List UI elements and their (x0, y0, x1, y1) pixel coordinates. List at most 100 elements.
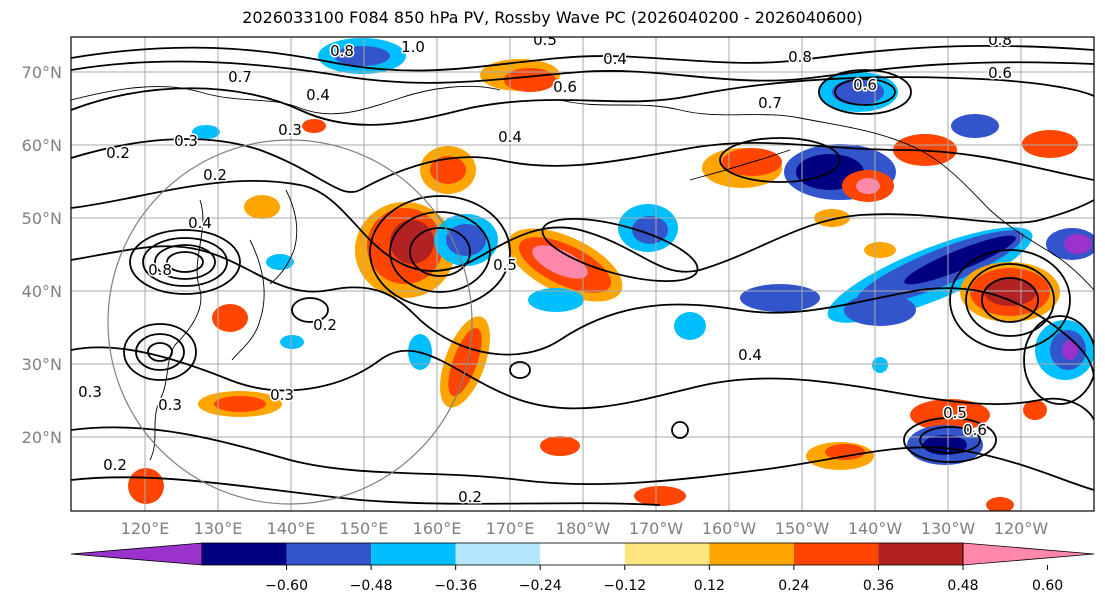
pv-contours (71, 44, 1094, 506)
colorbar-segment (286, 543, 372, 565)
contour-label: 0.3 (78, 383, 102, 401)
colorbar-tick-label: 0.24 (778, 578, 809, 594)
lat-label: 60°N (22, 136, 62, 155)
colorbar-tick-label: 0.36 (863, 578, 894, 594)
shade-blob (904, 235, 1016, 285)
contour-line (291, 297, 329, 323)
contour-label: 0.8 (148, 261, 172, 279)
latitude-labels: 70°N 60°N 50°N 40°N 30°N 20°N (22, 63, 62, 447)
colorbar-tick-label: −0.24 (519, 578, 562, 594)
contour-line (71, 60, 1094, 84)
shade-blob (244, 195, 280, 219)
shade-blob (984, 278, 1036, 306)
shade-blob (864, 242, 896, 258)
shade-blob (532, 245, 588, 279)
coastline (231, 239, 265, 361)
colorbar-segment (709, 543, 794, 565)
shade-blob (910, 399, 990, 431)
shade-blob (856, 178, 880, 194)
contour-label: 0.4 (603, 50, 627, 68)
shade-blob (128, 468, 164, 504)
shade-blob (844, 294, 916, 326)
colorbar-segment (878, 543, 963, 565)
shade-blob (1023, 400, 1047, 420)
colorbar-extend-low (70, 542, 203, 566)
contour-label: 0.2 (313, 316, 337, 334)
colorbar-tick-label: 0.48 (947, 578, 978, 594)
contour-label: 0.8 (788, 48, 812, 66)
coastlines (71, 85, 1094, 461)
shade-blob (1064, 234, 1092, 254)
colorbar-segment (624, 543, 710, 565)
contour-line (369, 195, 511, 309)
contour-line (965, 263, 1055, 337)
contour-label: 0.5 (533, 31, 557, 49)
lon-label: 120°E (121, 519, 170, 538)
lon-label: 170°E (486, 519, 535, 538)
contour-line (123, 323, 197, 381)
colorbar-tick-label: −0.48 (350, 578, 393, 594)
contour-label: 0.3 (158, 396, 182, 414)
contour-label: 0.2 (106, 144, 130, 162)
contour-label: 0.3 (278, 121, 302, 139)
figure-title: 2026033100 F084 850 hPa PV, Rossby Wave … (242, 8, 863, 27)
lat-label: 20°N (22, 428, 62, 447)
contour-label: 0.4 (188, 214, 212, 232)
contour-label: 0.8 (988, 31, 1012, 49)
contour-line (671, 421, 689, 439)
contour-line (71, 44, 1094, 72)
colorbar-segment (455, 543, 541, 565)
contour-label: 0.2 (458, 488, 482, 506)
contour-label: 0.8 (330, 42, 354, 60)
contour-label: 0.3 (270, 386, 294, 404)
shade-blob (986, 497, 1014, 511)
contour-label: 0.3 (174, 132, 198, 150)
shade-blob (302, 119, 326, 133)
shade-blob (872, 357, 888, 373)
contour-line (509, 361, 531, 379)
contour-line (389, 211, 491, 293)
contour-line (71, 76, 1094, 126)
lon-label: 160°E (413, 519, 462, 538)
contour-line (949, 249, 1071, 351)
coastline (559, 99, 1094, 291)
contour-line (129, 229, 241, 295)
coastline (689, 149, 791, 181)
colorbar-tick-label: −0.36 (434, 578, 477, 594)
shade-blob (540, 436, 580, 456)
range-circle (107, 139, 473, 505)
shade-blob (212, 304, 248, 332)
coastline (149, 199, 204, 461)
contour-label: 0.6 (853, 76, 877, 94)
contour-label: 1.0 (401, 38, 425, 56)
shade-blob (634, 486, 686, 506)
lat-label: 40°N (22, 282, 62, 301)
contour-line (166, 251, 204, 273)
contour-line (71, 179, 1094, 273)
shade-blob (280, 335, 304, 349)
lon-label: 140°W (848, 519, 903, 538)
contour-label: 0.6 (553, 78, 577, 96)
contour-label: 0.5 (493, 256, 517, 274)
shade-blob (951, 114, 999, 138)
contour-line (834, 78, 896, 106)
contour-line (135, 333, 185, 371)
contour-label: 0.7 (228, 68, 252, 86)
shade-blob (266, 254, 294, 270)
contour-labels: 1.00.80.70.40.30.20.50.60.80.70.60.60.40… (77, 31, 1014, 508)
lat-label: 50°N (22, 209, 62, 228)
shade-blob (674, 312, 706, 340)
contour-label: 0.4 (738, 346, 762, 364)
contour-line (903, 417, 997, 463)
lon-label: 150°E (340, 519, 389, 538)
colorbar-tick-label: −0.12 (603, 578, 646, 594)
contour-line (142, 237, 228, 287)
shade-blob (1062, 340, 1078, 360)
shade-blob (528, 288, 584, 312)
longitude-labels: 120°E 130°E 140°E 150°E 160°E 170°E 180°W 170°W… (121, 519, 1049, 538)
contour-label: 0.4 (498, 128, 522, 146)
shade-blob (448, 327, 482, 397)
contour-line (71, 426, 1094, 491)
lon-label: 130°W (921, 519, 976, 538)
